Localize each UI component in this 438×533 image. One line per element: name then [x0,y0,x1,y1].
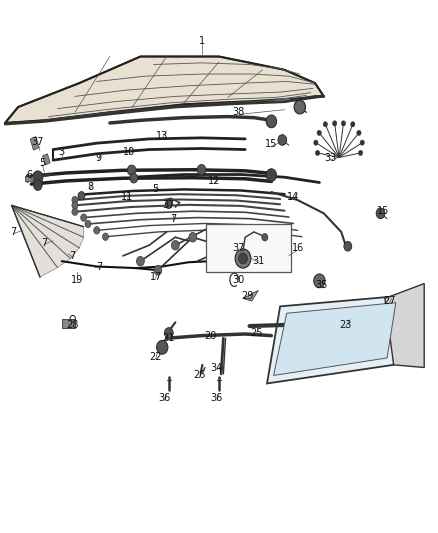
Text: 16: 16 [291,243,304,253]
Circle shape [164,328,173,338]
Text: 36: 36 [211,393,223,403]
Circle shape [262,233,268,241]
Text: 7: 7 [11,227,17,237]
Circle shape [137,256,145,266]
Text: 5: 5 [39,158,45,168]
Text: 27: 27 [383,296,396,306]
Circle shape [266,115,277,128]
Circle shape [72,208,78,215]
Text: 15: 15 [377,206,389,216]
Circle shape [81,214,87,221]
Text: 7: 7 [96,262,102,271]
Circle shape [344,241,352,251]
Circle shape [332,120,337,126]
Text: 37: 37 [233,243,245,253]
Text: 7: 7 [41,238,47,247]
Circle shape [154,265,162,275]
Circle shape [315,150,320,156]
Text: 14: 14 [287,192,299,203]
Circle shape [235,249,251,268]
Circle shape [239,253,247,264]
Bar [42,154,50,165]
Polygon shape [274,303,396,375]
Circle shape [350,122,355,127]
Text: 8: 8 [87,182,93,192]
Text: 38: 38 [233,107,245,117]
Text: 13: 13 [156,131,168,141]
Circle shape [314,140,318,146]
Polygon shape [5,56,324,123]
Circle shape [189,232,197,242]
Circle shape [102,233,109,240]
Circle shape [317,130,321,135]
Text: 36: 36 [158,393,170,403]
Circle shape [341,120,346,126]
Polygon shape [243,290,258,301]
Text: 21: 21 [162,333,175,343]
Circle shape [171,240,179,250]
Text: 29: 29 [241,290,254,301]
Text: 6: 6 [26,170,32,180]
Text: 37: 37 [162,200,175,211]
Text: 25: 25 [250,328,262,338]
Text: 17: 17 [149,272,162,282]
Circle shape [266,168,277,181]
Text: 5: 5 [152,184,159,195]
Text: 31: 31 [252,256,265,266]
Circle shape [127,165,136,175]
Circle shape [33,180,42,190]
Circle shape [72,196,78,204]
Polygon shape [267,296,403,383]
Text: 22: 22 [149,352,162,362]
Text: 30: 30 [233,275,245,285]
Polygon shape [385,284,424,368]
Text: 20: 20 [204,330,216,341]
Text: 35: 35 [315,280,328,290]
Circle shape [72,201,78,209]
Text: 37: 37 [32,136,44,147]
Circle shape [294,100,305,114]
Text: 15: 15 [265,139,278,149]
Text: 19: 19 [71,275,83,285]
Text: 1: 1 [198,36,205,45]
Circle shape [358,150,363,156]
Text: 28: 28 [67,320,79,330]
Text: 23: 23 [339,320,352,330]
Circle shape [130,173,138,183]
Circle shape [197,165,206,175]
Circle shape [165,200,172,208]
Circle shape [94,227,100,234]
Text: 3: 3 [59,147,65,157]
Circle shape [360,140,364,146]
Text: 9: 9 [96,152,102,163]
Bar [30,136,39,150]
Circle shape [85,220,91,228]
Polygon shape [12,205,84,277]
Circle shape [314,274,325,288]
Circle shape [357,130,361,135]
Circle shape [376,208,385,219]
Text: 7: 7 [70,251,76,261]
Circle shape [323,122,328,127]
Bar [25,176,32,181]
Circle shape [32,171,43,183]
Text: 11: 11 [121,192,134,203]
Text: 33: 33 [324,152,336,163]
Text: 26: 26 [193,370,205,381]
Bar [206,224,291,272]
Circle shape [156,341,168,354]
Text: 7: 7 [170,214,176,224]
Text: 12: 12 [208,176,221,187]
Text: 10: 10 [124,147,136,157]
Bar [62,319,75,328]
Circle shape [278,135,287,146]
Text: 34: 34 [211,362,223,373]
Circle shape [78,191,85,200]
